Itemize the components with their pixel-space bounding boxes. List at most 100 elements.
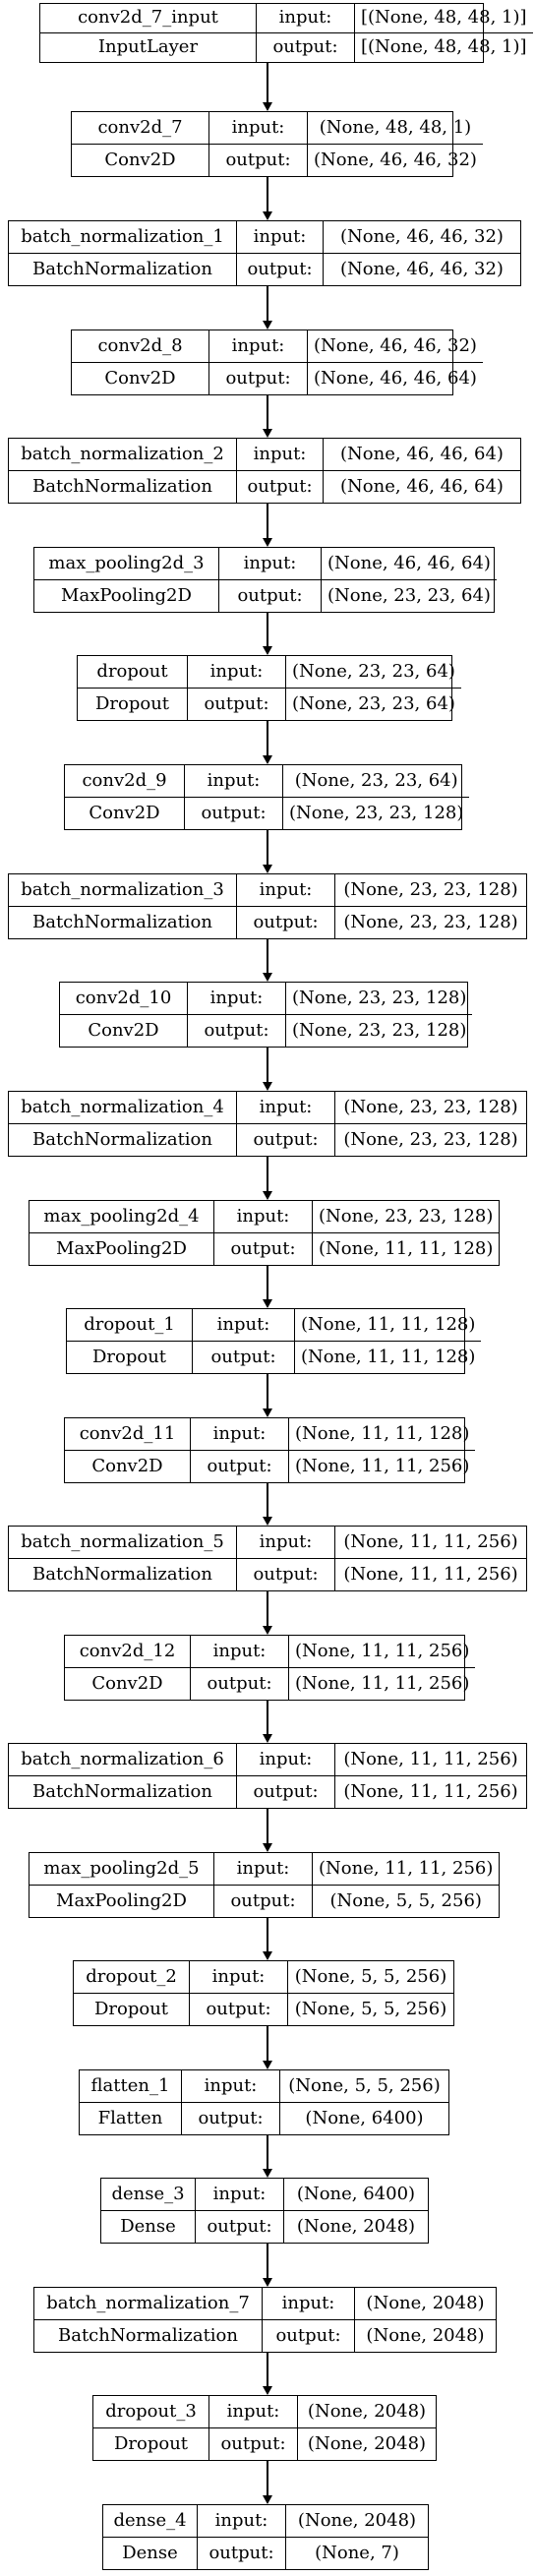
layer-node-dense-3: dense_3 input: (None, 6400) Dense output: (No… [100, 2178, 429, 2244]
connector-arrow [267, 395, 268, 429]
input-label: input: [182, 2070, 280, 2102]
input-label: input: [214, 1853, 313, 1885]
output-label: output: [263, 2319, 355, 2352]
input-shape: (None, 5, 5, 256) [294, 1965, 447, 1987]
output-shape: (None, 6400) [305, 2107, 424, 2128]
input-label: input: [237, 439, 324, 470]
layer-node-max-pooling2d-4: max_pooling2d_4 input: (None, 23, 23, 128)… [29, 1200, 500, 1266]
layer-type: Dropout [74, 1993, 190, 2025]
output-shape: (None, 11, 11, 128) [319, 1237, 494, 1259]
output-label: output: [191, 1450, 289, 1482]
output-shape: (None, 2048) [307, 2432, 427, 2454]
connector-arrow [267, 1483, 268, 1517]
output-shape: (None, 23, 23, 128) [343, 1128, 518, 1150]
layer-node-max-pooling2d-3: max_pooling2d_3 input: (None, 46, 46, 64) M… [33, 547, 497, 613]
layer-node-conv2d-12: conv2d_12 input: (None, 11, 11, 256) Conv2D… [64, 1635, 476, 1701]
output-label: output: [214, 1885, 313, 1917]
layer-type: Dropout [78, 688, 188, 720]
connector-arrow [267, 1048, 268, 1082]
layer-type: Dropout [93, 2427, 209, 2460]
layer-name: max_pooling2d_5 [30, 1853, 214, 1885]
layer-name: conv2d_10 [60, 983, 188, 1014]
output-shape: (None, 46, 46, 64) [314, 367, 477, 389]
input-shape: (None, 46, 46, 64) [327, 552, 491, 573]
arrowhead-icon [263, 973, 272, 982]
output-label: output: [237, 253, 324, 285]
layer-name: conv2d_7_input [40, 4, 257, 32]
input-label: input: [198, 2505, 286, 2537]
arrowhead-icon [263, 211, 272, 220]
output-label: output: [237, 1775, 335, 1808]
input-shape: (None, 11, 11, 128) [295, 1422, 470, 1444]
input-label: input: [209, 112, 308, 144]
layer-name: conv2d_11 [65, 1418, 191, 1450]
input-shape: (None, 2048) [297, 2509, 417, 2531]
output-shape: (None, 5, 5, 256) [294, 1998, 447, 2019]
output-label: output: [191, 1667, 289, 1700]
connector-arrow [267, 177, 268, 211]
layer-node-dense-4: dense_4 input: (None, 2048) Dense output: (No… [102, 2504, 429, 2570]
connector-arrow [267, 2026, 268, 2061]
arrowhead-icon [263, 2495, 272, 2504]
output-label: output: [188, 688, 286, 720]
arrowhead-icon [263, 2278, 272, 2287]
connector-arrow [267, 286, 268, 321]
layer-type: Conv2D [72, 362, 209, 394]
input-label: input: [237, 221, 324, 253]
arrowhead-icon [263, 321, 272, 329]
input-shape: (None, 46, 46, 32) [340, 225, 504, 247]
layer-name: dropout_2 [74, 1961, 190, 1993]
connector-arrow [267, 1701, 268, 1734]
output-shape: (None, 5, 5, 256) [329, 1889, 482, 1911]
layer-type: Dense [101, 2210, 196, 2243]
layer-node-flatten-1: flatten_1 input: (None, 5, 5, 256) Flatten o… [79, 2069, 449, 2135]
output-label: output: [182, 2102, 280, 2134]
connector-arrow [267, 2461, 268, 2495]
input-shape: (None, 11, 11, 256) [295, 1640, 470, 1661]
output-shape: (None, 46, 46, 32) [314, 149, 477, 170]
output-label: output: [196, 2210, 284, 2243]
layer-type: BatchNormalization [9, 1558, 237, 1590]
output-shape: (None, 11, 11, 256) [295, 1672, 470, 1694]
input-shape: (None, 46, 46, 64) [340, 443, 504, 464]
layer-type: Conv2D [72, 144, 209, 176]
arrowhead-icon [263, 1408, 272, 1417]
output-label: output: [237, 470, 324, 503]
output-shape: (None, 23, 23, 64) [292, 692, 455, 714]
layer-name: batch_normalization_3 [9, 874, 237, 906]
arrowhead-icon [263, 1843, 272, 1852]
layer-node-max-pooling2d-5: max_pooling2d_5 input: (None, 11, 11, 256)… [29, 1852, 500, 1918]
arrowhead-icon [263, 646, 272, 655]
output-label: output: [188, 1014, 286, 1047]
output-label: output: [185, 797, 283, 829]
connector-arrow [267, 2135, 268, 2169]
layer-node-conv2d-7-input: conv2d_7_input input: [(None, 48, 48, 1)] I… [39, 3, 533, 63]
connector-arrow [267, 1809, 268, 1843]
output-label: output: [214, 1232, 313, 1265]
output-label: output: [190, 1993, 288, 2025]
connector-arrow [267, 613, 268, 646]
output-shape: (None, 11, 11, 256) [295, 1455, 470, 1476]
output-label: output: [219, 579, 322, 612]
connector-arrow [267, 2244, 268, 2278]
input-label: input: [237, 874, 335, 906]
input-label: input: [219, 548, 322, 579]
input-label: input: [188, 983, 286, 1014]
arrowhead-icon [263, 1517, 272, 1526]
input-label: input: [237, 1744, 335, 1775]
output-label: output: [209, 362, 308, 394]
layer-type: MaxPooling2D [30, 1885, 214, 1917]
layer-node-dropout-3: dropout_3 input: (None, 2048) Dropout output… [92, 2395, 437, 2461]
input-label: input: [237, 1092, 335, 1123]
input-shape: (None, 46, 46, 32) [314, 334, 477, 356]
input-label: input: [209, 2396, 298, 2427]
layer-name: batch_normalization_6 [9, 1744, 237, 1775]
arrowhead-icon [263, 1951, 272, 1960]
arrowhead-icon [263, 1299, 272, 1308]
layer-name: dense_3 [101, 2179, 196, 2210]
arrowhead-icon [263, 102, 272, 111]
layer-name: max_pooling2d_4 [30, 1201, 214, 1232]
layer-type: Dense [103, 2537, 198, 2569]
input-shape: (None, 11, 11, 256) [343, 1748, 518, 1769]
layer-type: BatchNormalization [9, 1123, 237, 1156]
